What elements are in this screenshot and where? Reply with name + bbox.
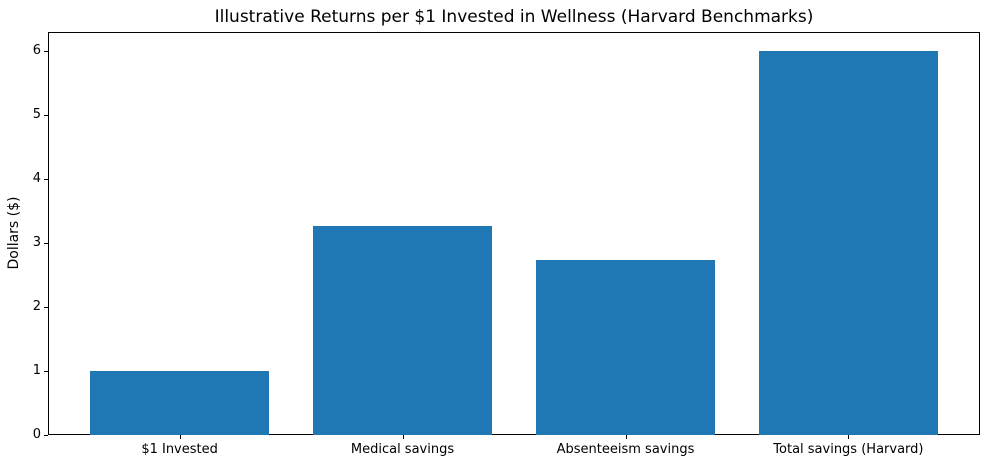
y-axis-label: Dollars ($) — [6, 196, 22, 270]
y-tick-label: 0 — [32, 427, 41, 442]
chart-title: Illustrative Returns per $1 Invested in … — [214, 7, 814, 27]
x-tick-label: Absenteeism savings — [556, 442, 695, 457]
x-tick-label: Medical savings — [350, 442, 455, 457]
y-tick-label: 6 — [32, 43, 41, 59]
plot-area — [48, 32, 980, 435]
x-tick-label: $1 Invested — [141, 442, 218, 457]
y-tick-label: 2 — [32, 299, 41, 315]
y-tick-label: 4 — [32, 171, 41, 187]
x-tick-mark — [625, 435, 627, 439]
x-tick-mark — [179, 435, 181, 439]
x-tick-label: Total savings (Harvard) — [773, 442, 924, 457]
x-tick-mark — [848, 435, 850, 439]
x-tick-mark — [402, 435, 404, 439]
y-tick-label: 1 — [32, 363, 41, 378]
y-tick-label: 5 — [32, 107, 41, 123]
